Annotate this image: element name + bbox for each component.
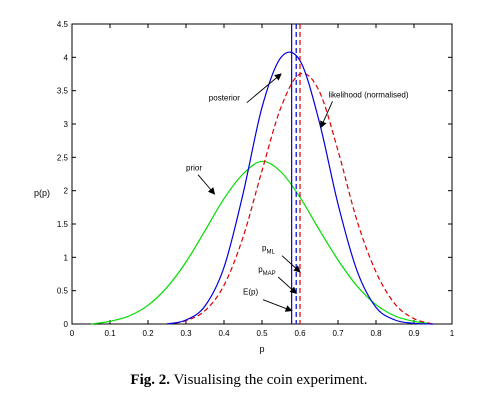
annotation-label: posterior [209,94,240,103]
y-tick-label: 0 [64,320,69,329]
annotation-arrow [262,299,293,312]
annotation-label: pMAP [258,265,275,277]
y-tick-label: 3 [64,120,69,129]
annotation-arrow [277,276,297,295]
x-tick-label: 0 [70,329,75,338]
y-tick-label: 2.5 [57,153,69,162]
x-tick-label: 0.5 [256,329,268,338]
plot-area-border [71,23,453,325]
x-tick-label: 1 [450,329,455,338]
annotation-label: likelihood (normalised) [329,90,409,99]
x-axis-label: p [259,344,264,354]
annotations: posterior likelihood (normalised) prior pML… [186,73,409,312]
annotation-label: pML [262,244,275,256]
y-tick-label: 1.5 [57,220,69,229]
x-tick-label: 0.1 [104,329,116,338]
y-tick-label: 3.5 [57,87,69,96]
x-tick-label: 0.6 [294,329,306,338]
y-tick-label: 0.5 [57,287,69,296]
y-tick-label: 2 [64,187,69,196]
annotation-label: prior [186,164,202,173]
annotation-arrow [281,255,301,273]
plot-frame [71,23,453,325]
x-tick-label: 0.4 [218,329,230,338]
estimate-lines [291,24,301,324]
annotation-label: E(p) [243,288,258,297]
y-tick-label: 4 [64,53,69,62]
axis-ticks: 0 0.1 0.2 0.3 0.4 0.5 0.6 0.7 0.8 0.9 1 0 0.5 1 1.5 2 2.… [57,20,455,338]
annotation-arrow [197,174,216,195]
y-axis-label: p(p) [34,188,50,198]
annotation-arrow [246,73,282,104]
x-tick-label: 0.2 [142,329,154,338]
figure-caption: Fig. 2. Visualising the coin experiment. [0,372,498,389]
x-tick-label: 0.8 [370,329,382,338]
figure-caption-label: Fig. 2. [130,372,171,388]
series-line-likelihood-normalised [166,72,434,325]
x-tick-label: 0.9 [408,329,420,338]
x-tick-label: 0.7 [332,329,344,338]
y-tick-label: 1 [64,253,69,262]
figure-caption-text: Visualising the coin experiment. [170,372,368,388]
x-tick-label: 0.3 [180,329,192,338]
annotation-arrow [320,101,333,129]
y-tick-label: 4.5 [57,20,69,29]
series-line-prior [90,160,434,325]
